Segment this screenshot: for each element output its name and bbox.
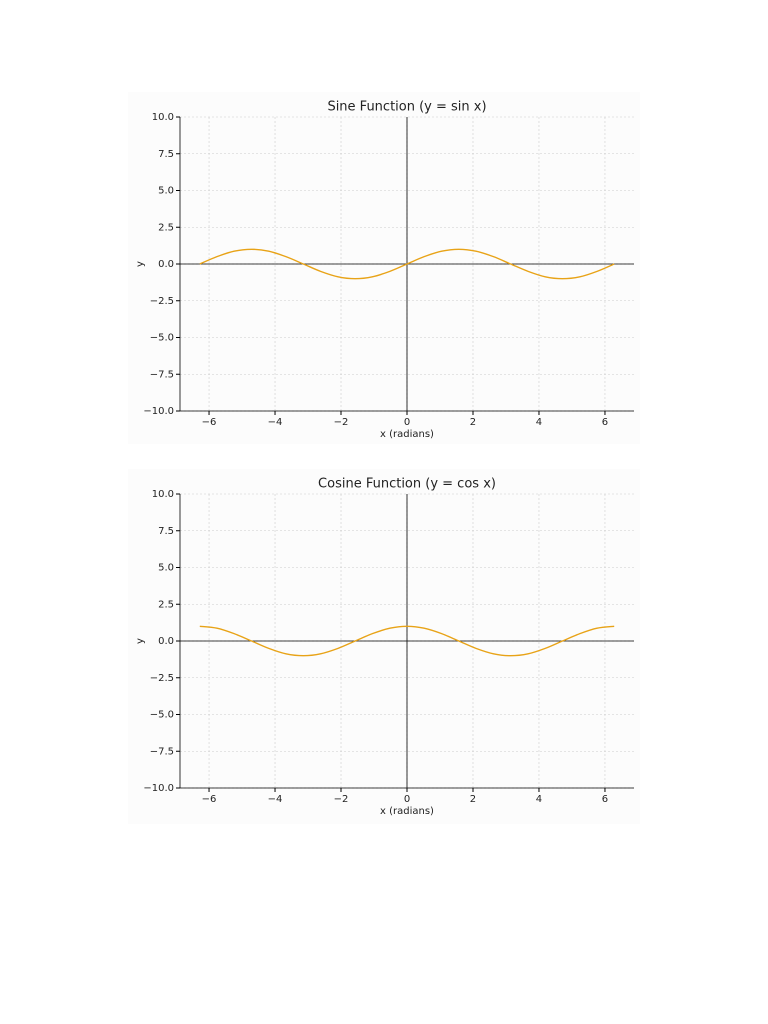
line-series [199,625,615,657]
figure-bg [128,92,640,444]
x-tick-label: 4 [536,417,542,428]
y-tick-label: 5.0 [158,563,174,574]
y-tick-label: −7.5 [150,746,174,757]
y-tick-label: −5.0 [150,333,174,344]
x-axis-label: x (radians) [380,429,434,440]
y-tick-label: −10.0 [143,406,174,417]
axis-spine [179,494,634,789]
y-tick-label: 7.5 [158,149,174,160]
x-tick-label: 0 [404,417,410,428]
x-tick-label: 6 [602,794,608,805]
y-tick-label: 10.0 [152,489,174,500]
y-tick-label: −7.5 [150,369,174,380]
x-tick-label: −4 [268,794,283,805]
y-tick-label: 0.0 [158,636,174,647]
y-tick-label: 0.0 [158,259,174,270]
x-tick-label: 2 [470,794,476,805]
y-tick-label: −2.5 [150,296,174,307]
y-tick-label: 10.0 [152,112,174,123]
x-tick-label: 2 [470,417,476,428]
y-tick-label: −2.5 [150,673,174,684]
y-tick-label: −5.0 [150,710,174,721]
line-series [199,248,615,280]
y-axis-label: y [135,638,146,644]
y-axis-label: y [135,261,146,267]
y-tick-label: 5.0 [158,186,174,197]
y-tick-label: 2.5 [158,599,174,610]
figure-bg [128,469,640,824]
chart-title: Sine Function (y = sin x) [327,100,486,115]
x-tick-label: 0 [404,794,410,805]
chart-title: Cosine Function (y = cos x) [318,477,496,492]
y-tick-label: −10.0 [143,783,174,794]
y-tick-label: 2.5 [158,222,174,233]
x-axis-label: x (radians) [380,806,434,817]
x-tick-label: −6 [202,794,217,805]
y-tick-label: 7.5 [158,526,174,537]
x-tick-label: −2 [334,794,349,805]
x-tick-label: 4 [536,794,542,805]
x-tick-label: −4 [268,417,283,428]
axis-spine [179,117,634,412]
x-tick-label: 6 [602,417,608,428]
x-tick-label: −2 [334,417,349,428]
x-tick-label: −6 [202,417,217,428]
